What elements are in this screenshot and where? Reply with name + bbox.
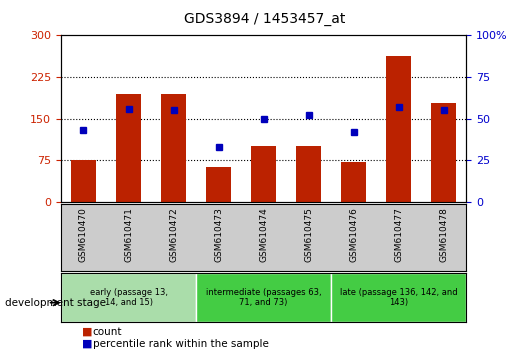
Text: GSM610472: GSM610472 xyxy=(169,207,178,262)
Bar xyxy=(341,162,366,202)
Text: early (passage 13,
14, and 15): early (passage 13, 14, and 15) xyxy=(90,288,167,307)
Bar xyxy=(196,273,331,322)
Bar xyxy=(61,273,196,322)
Text: GSM610476: GSM610476 xyxy=(349,207,358,262)
Bar xyxy=(296,146,321,202)
Bar xyxy=(386,57,411,202)
Text: GSM610477: GSM610477 xyxy=(394,207,403,262)
Bar xyxy=(161,93,186,202)
Text: ■: ■ xyxy=(82,327,93,337)
Text: development stage: development stage xyxy=(5,298,107,308)
Text: GSM610470: GSM610470 xyxy=(79,207,88,262)
Text: percentile rank within the sample: percentile rank within the sample xyxy=(93,339,269,349)
Text: late (passage 136, 142, and
143): late (passage 136, 142, and 143) xyxy=(340,288,457,307)
Text: GSM610475: GSM610475 xyxy=(304,207,313,262)
Bar xyxy=(116,93,141,202)
Bar xyxy=(251,146,276,202)
Bar xyxy=(331,273,466,322)
Text: intermediate (passages 63,
71, and 73): intermediate (passages 63, 71, and 73) xyxy=(206,288,322,307)
Text: GSM610474: GSM610474 xyxy=(259,207,268,262)
Text: GSM610478: GSM610478 xyxy=(439,207,448,262)
Text: ■: ■ xyxy=(82,339,93,349)
Text: GSM610473: GSM610473 xyxy=(214,207,223,262)
Text: count: count xyxy=(93,327,122,337)
Text: GDS3894 / 1453457_at: GDS3894 / 1453457_at xyxy=(184,12,346,27)
Bar xyxy=(431,103,456,202)
Text: GSM610471: GSM610471 xyxy=(124,207,133,262)
Bar xyxy=(71,160,96,202)
Bar xyxy=(206,167,231,202)
